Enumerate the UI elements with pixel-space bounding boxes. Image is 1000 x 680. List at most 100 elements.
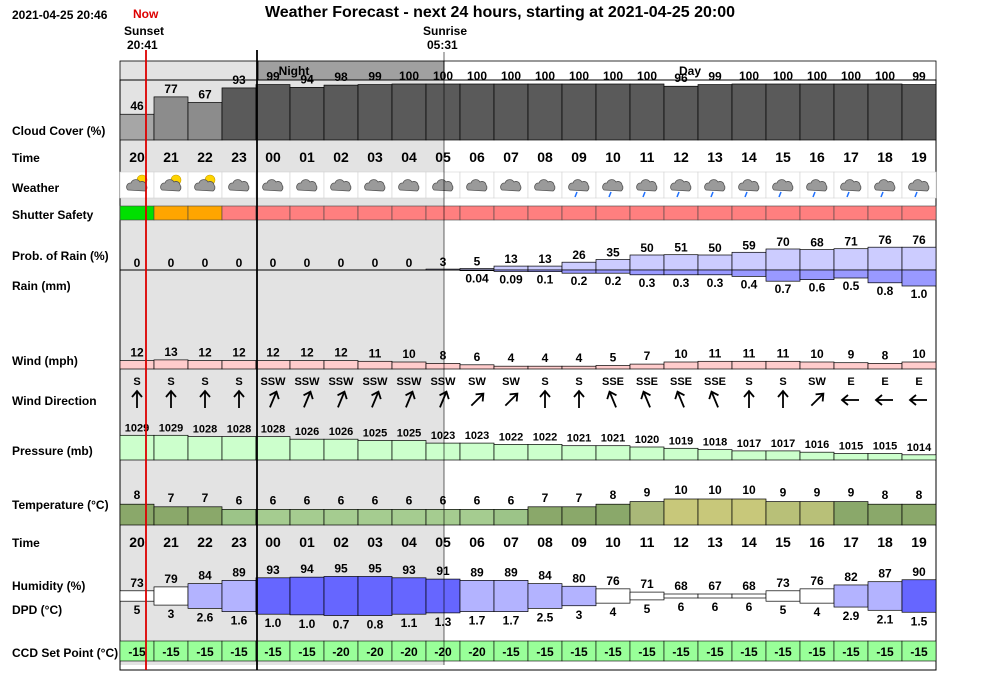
wind-direction-label: E xyxy=(915,376,922,388)
wind-value: 12 xyxy=(232,346,246,360)
prob-rain-value: 51 xyxy=(674,241,688,255)
wind-bar xyxy=(697,360,733,370)
ccd-setpoint-value: -20 xyxy=(400,645,418,659)
wind-value: 4 xyxy=(508,351,515,365)
cloud-cover-bar xyxy=(119,113,155,141)
pressure-bar xyxy=(493,444,529,461)
pressure-bar xyxy=(153,434,189,461)
cloud-cover-bar xyxy=(255,84,291,141)
wind-direction-label: SSW xyxy=(362,376,388,388)
time-label-2: 07 xyxy=(503,534,519,550)
dpd-value: 1.7 xyxy=(503,614,520,628)
time-label-2: 04 xyxy=(401,534,417,550)
temperature-value: 10 xyxy=(742,483,756,497)
time-label: 22 xyxy=(197,149,213,165)
shutter-safety-cell xyxy=(289,205,325,221)
rain-value: 0.5 xyxy=(843,279,860,293)
pressure-value: 1018 xyxy=(703,437,727,449)
time-label-2: 13 xyxy=(707,534,723,550)
temperature-bar xyxy=(255,509,291,526)
dpd-value: 1.6 xyxy=(231,614,248,628)
time-label: 07 xyxy=(503,149,519,165)
cloud-cover-bar xyxy=(697,84,733,141)
time-label-2: 12 xyxy=(673,534,689,550)
cloud-cover-value: 46 xyxy=(130,99,144,113)
wind-arrow-icon xyxy=(539,389,551,408)
pressure-value: 1022 xyxy=(533,431,557,443)
time-label-2: 05 xyxy=(435,534,451,550)
humidity-bar xyxy=(629,591,665,601)
time-label: 17 xyxy=(843,149,859,165)
wind-bar xyxy=(833,362,869,370)
humidity-bar xyxy=(561,585,597,607)
time-label-2: 11 xyxy=(640,534,655,550)
prob-rain-value: 59 xyxy=(742,238,756,252)
wind-arrow-icon xyxy=(439,390,450,408)
humidity-value: 93 xyxy=(402,563,416,577)
rain-value: 0.04 xyxy=(465,272,489,286)
ccd-setpoint-value: -15 xyxy=(740,645,758,659)
ccd-setpoint-value: -15 xyxy=(502,645,520,659)
temperature-bar xyxy=(663,498,699,526)
shutter-safety-cell xyxy=(799,205,835,221)
pressure-bar xyxy=(765,450,801,461)
cloud-cover-value: 67 xyxy=(198,87,212,101)
pressure-value: 1023 xyxy=(465,430,489,442)
time-label: 14 xyxy=(741,149,757,165)
temperature-bar xyxy=(357,509,393,526)
humidity-value: 95 xyxy=(368,562,382,576)
cloud-icon xyxy=(255,171,291,199)
humidity-bar xyxy=(459,580,495,612)
ccd-setpoint-value: -15 xyxy=(638,645,656,659)
cloud-cover-value: 100 xyxy=(433,69,453,83)
wind-value: 11 xyxy=(369,346,382,360)
wind-value: 10 xyxy=(810,347,824,361)
pressure-value: 1019 xyxy=(669,435,693,447)
humidity-bar xyxy=(867,581,903,611)
shutter-safety-cell xyxy=(187,205,223,221)
cloud-cover-value: 100 xyxy=(807,69,827,83)
time-label-2: 14 xyxy=(741,534,757,550)
humidity-bar xyxy=(289,576,325,616)
prob-rain-value: 13 xyxy=(504,252,518,266)
humidity-value: 95 xyxy=(334,562,348,576)
cloud-cover-value: 100 xyxy=(773,69,793,83)
wind-direction-label: S xyxy=(201,376,208,388)
time-label: 03 xyxy=(367,149,383,165)
rain-value: 0.4 xyxy=(741,277,758,291)
pressure-value: 1021 xyxy=(601,433,625,445)
wind-value: 12 xyxy=(300,346,314,360)
wind-value: 6 xyxy=(474,350,481,364)
temperature-bar xyxy=(595,503,631,526)
wind-value: 10 xyxy=(402,347,416,361)
rain-value: 0.7 xyxy=(775,282,792,296)
pressure-value: 1015 xyxy=(839,441,863,453)
cloud-icon xyxy=(357,171,393,199)
wind-bar xyxy=(867,363,903,370)
humidity-bar xyxy=(527,583,563,609)
wind-direction-label: E xyxy=(881,376,888,388)
dpd-value: 1.5 xyxy=(911,614,928,628)
ccd-setpoint-value: -15 xyxy=(706,645,724,659)
cloud-cover-bar xyxy=(425,83,461,141)
wind-direction-label: SW xyxy=(468,376,486,388)
pressure-bar xyxy=(799,451,835,461)
temperature-bar xyxy=(799,501,835,526)
ccd-setpoint-value: -15 xyxy=(672,645,690,659)
humidity-value: 73 xyxy=(776,576,790,590)
time-label: 15 xyxy=(775,149,791,165)
ccd-setpoint-value: -15 xyxy=(604,645,622,659)
humidity-bar xyxy=(221,580,257,612)
temperature-value: 9 xyxy=(644,486,651,500)
prob-rain-bar xyxy=(425,268,461,271)
ccd-setpoint-value: -20 xyxy=(468,645,486,659)
cloud-cover-bar xyxy=(629,83,665,141)
time-label-2: 19 xyxy=(911,534,927,550)
temperature-value: 6 xyxy=(406,493,413,507)
rain-bar xyxy=(833,269,869,279)
wind-direction-label: S xyxy=(745,376,752,388)
cloud-cover-value: 77 xyxy=(164,82,178,96)
wind-direction-label: S xyxy=(779,376,786,388)
shutter-safety-cell xyxy=(663,205,699,221)
cloud-cover-bar xyxy=(731,83,767,141)
